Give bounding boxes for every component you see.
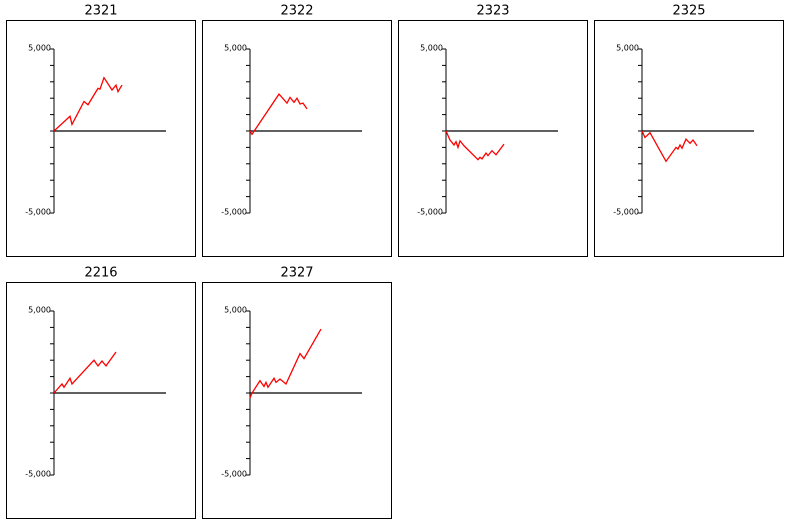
- y-tick-label: 5,000: [420, 44, 443, 53]
- panel-frame: [202, 282, 392, 519]
- panel-title: 2325: [672, 4, 705, 19]
- y-tick-label: 5,000: [28, 306, 51, 315]
- panel-frame: [202, 20, 392, 257]
- y-tick-label: 5,000: [616, 44, 639, 53]
- y-tick-label: -5,000: [221, 208, 247, 217]
- panel-title: 2327: [280, 266, 313, 281]
- y-tick-label: -5,000: [221, 470, 247, 479]
- y-tick-label: -5,000: [417, 208, 443, 217]
- y-tick-label: 5,000: [224, 306, 247, 315]
- y-tick-label: -5,000: [613, 208, 639, 217]
- panel-frame: [6, 282, 196, 519]
- y-tick-label: -5,000: [25, 208, 51, 217]
- panel-title: 2321: [84, 4, 117, 19]
- data-line: [53, 76, 123, 132]
- panel-frame: [594, 20, 784, 257]
- panel-title: 2322: [280, 4, 313, 19]
- panel-title: 2323: [476, 4, 509, 19]
- data-line: [249, 93, 308, 136]
- y-tick-label: -5,000: [25, 470, 51, 479]
- data-line: [249, 328, 322, 399]
- data-line: [641, 130, 698, 163]
- data-line: [53, 351, 117, 394]
- data-line: [445, 130, 505, 161]
- panel-title: 2216: [84, 266, 117, 281]
- y-tick-label: 5,000: [28, 44, 51, 53]
- panel-frame: [6, 20, 196, 257]
- panel-frame: [398, 20, 588, 257]
- y-tick-label: 5,000: [224, 44, 247, 53]
